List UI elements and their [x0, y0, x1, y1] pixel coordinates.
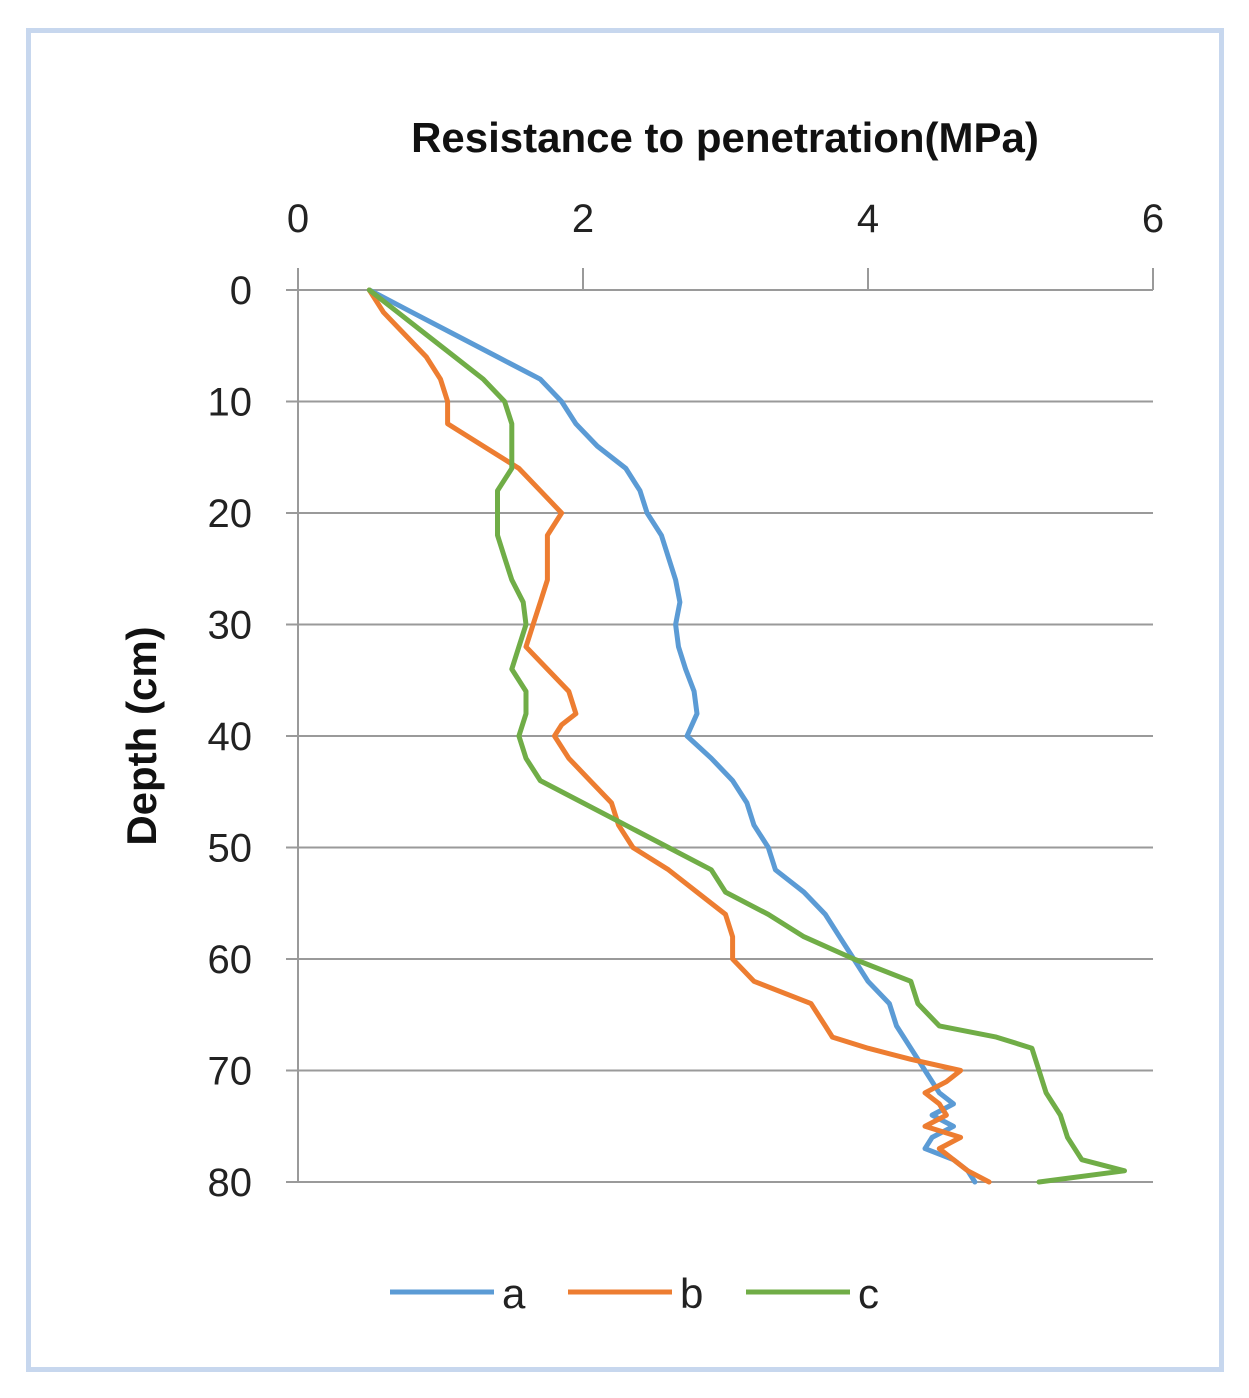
- y-tick-label-40: 40: [208, 715, 253, 759]
- legend-label-b: b: [680, 1270, 703, 1317]
- series-line-a: [366, 287, 978, 1185]
- x-tick-label-0: 0: [287, 197, 309, 241]
- series-line-c: [366, 287, 1127, 1185]
- y-tick-label-60: 60: [208, 938, 253, 982]
- y-tick-label-70: 70: [208, 1050, 253, 1094]
- y-tick-label-10: 10: [208, 381, 253, 425]
- chart-frame: [26, 28, 1224, 1372]
- grid: [286, 289, 1153, 1183]
- y-tick-label-20: 20: [208, 492, 253, 536]
- series-lines: [366, 287, 1127, 1185]
- series-line-b: [366, 287, 992, 1185]
- legend-label-c: c: [858, 1270, 879, 1317]
- y-tick-label-30: 30: [208, 604, 253, 648]
- y-tick-label-0: 0: [230, 269, 252, 313]
- x-tick-label-6: 6: [1142, 197, 1164, 241]
- axes: 0 10 20 30 40 50 60 70 80 0 2 4 6: [208, 197, 1165, 1205]
- x-axis-title: Resistance to penetration(MPa): [411, 114, 1039, 161]
- y-axis-title: Depth (cm): [118, 626, 165, 845]
- y-tick-label-50: 50: [208, 827, 253, 871]
- x-tick-label-4: 4: [857, 197, 879, 241]
- legend-label-a: a: [502, 1270, 526, 1317]
- legend: a b c: [390, 1270, 879, 1317]
- y-tick-label-80: 80: [208, 1161, 253, 1205]
- x-tick-label-2: 2: [572, 197, 594, 241]
